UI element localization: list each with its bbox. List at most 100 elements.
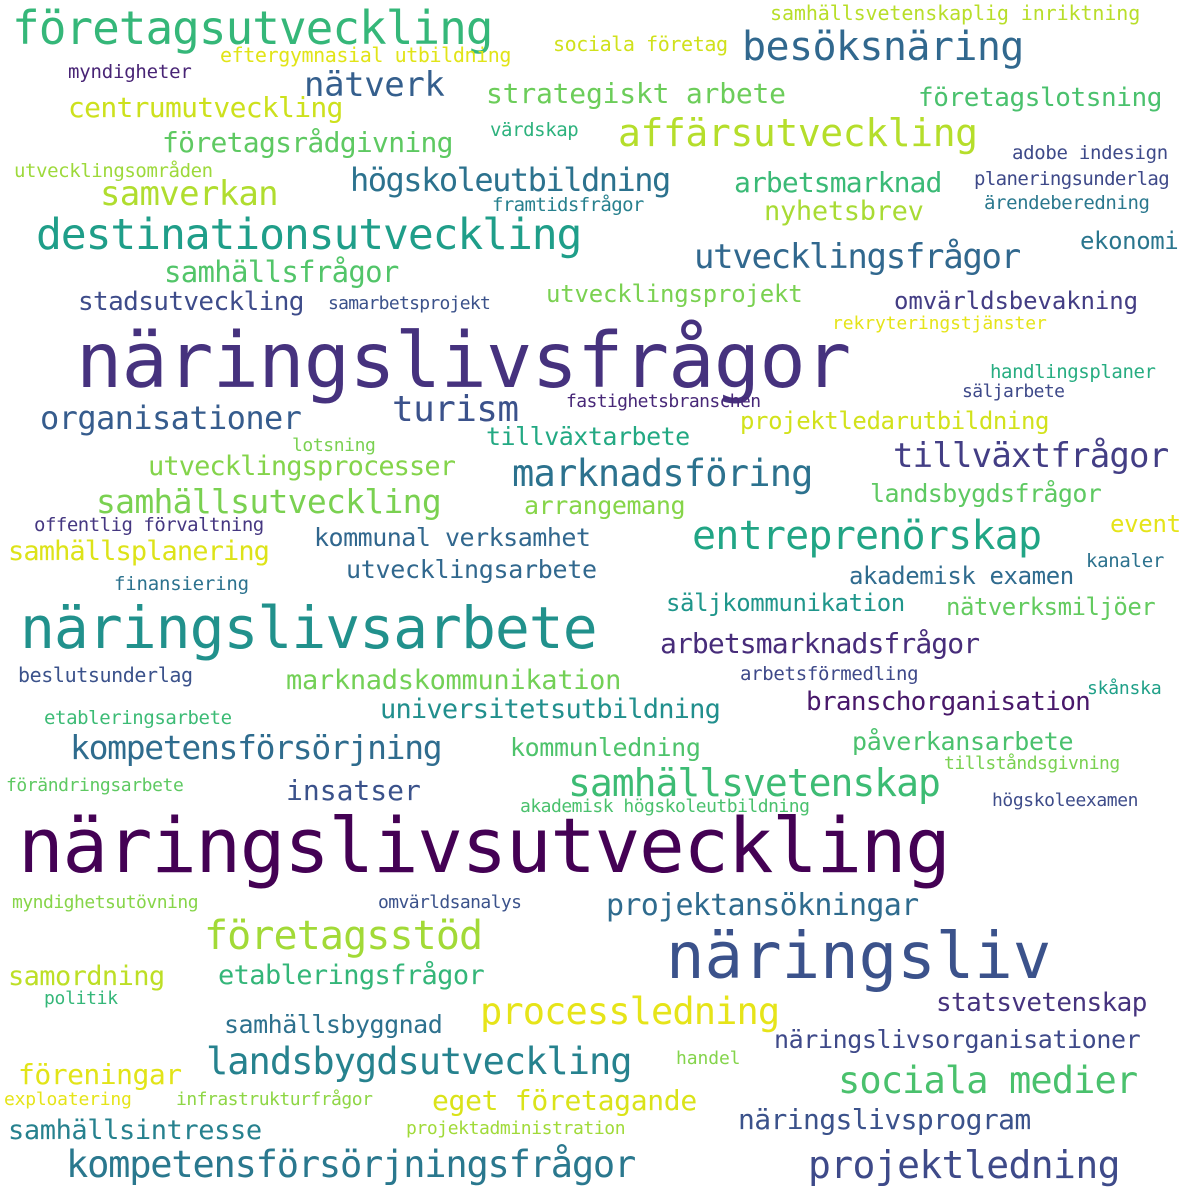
word-foretagsradgivning: företagsrådgivning xyxy=(162,126,454,159)
word-projektledarutbildning: projektledarutbildning xyxy=(740,407,1050,435)
word-samarbetsprojekt: samarbetsprojekt xyxy=(328,293,491,314)
word-etableringsarbete: etableringsarbete xyxy=(44,707,232,729)
word-kommunledning: kommunledning xyxy=(510,733,701,762)
word-landsbygdsutveckling: landsbygdsutveckling xyxy=(206,1040,633,1083)
word-myndigheter: myndigheter xyxy=(68,61,192,83)
word-exploatering: exploatering xyxy=(4,1089,132,1110)
word-landsbygdsfragor: landsbygdsfrågor xyxy=(870,479,1102,508)
word-turism: turism xyxy=(392,389,519,430)
word-centrumutveckling: centrumutveckling xyxy=(68,91,343,124)
word-foretagsstod: företagsstöd xyxy=(204,913,483,959)
word-arrangemang: arrangemang xyxy=(524,491,686,520)
word-adobe-indesign: adobe indesign xyxy=(1012,142,1168,164)
word-hogskoleutbildning: högskoleutbildning xyxy=(350,161,671,199)
word-marknadskommunikation: marknadskommunikation xyxy=(286,665,622,696)
word-strategiskt-arbete: strategiskt arbete xyxy=(486,77,786,110)
word-naringslivsutveckling: näringslivsutveckling xyxy=(18,801,951,890)
word-sociala-medier: sociala medier xyxy=(838,1059,1138,1102)
word-insatser: insatser xyxy=(286,774,421,807)
word-framtidsfragor: framtidsfrågor xyxy=(492,194,644,216)
word-samhallsbyggnad: samhällsbyggnad xyxy=(224,1010,443,1039)
word-besoksnaring: besöksnäring xyxy=(742,24,1024,70)
word-planeringsunderlag: planeringsunderlag xyxy=(974,168,1170,190)
word-natverksmiljoer: nätverksmiljöer xyxy=(946,593,1156,621)
word-finansiering: finansiering xyxy=(114,573,249,595)
word-naringslivsfragor: näringslivsfrågor xyxy=(76,317,851,406)
word-foreningar: föreningar xyxy=(18,1058,182,1091)
word-samhallsvetenskap: samhällsvetenskap xyxy=(568,761,941,805)
word-foretagslotsning: företagslotsning xyxy=(918,83,1163,113)
word-tillvaxtfragor: tillväxtfrågor xyxy=(893,436,1169,476)
word-kommunal-verksamhet: kommunal verksamhet xyxy=(314,523,591,552)
word-naringslivsprogram: näringslivsprogram xyxy=(738,1103,1031,1136)
word-hogskoleexamen: högskoleexamen xyxy=(992,790,1139,811)
word-tillstandsgivning: tillståndsgivning xyxy=(944,753,1120,774)
word-arendeberedning: ärendeberedning xyxy=(984,192,1150,214)
word-samhallsintresse: samhällsintresse xyxy=(8,1115,262,1146)
word-fastighetsbranschen: fastighetsbranschen xyxy=(566,391,761,412)
word-politik: politik xyxy=(44,988,118,1009)
word-utvecklingsprocesser: utvecklingsprocesser xyxy=(148,451,456,482)
word-kompetensforsorjning: kompetensförsörjning xyxy=(70,728,443,767)
word-naringsliv: näringsliv xyxy=(666,920,1052,994)
word-utvecklingsarbete: utvecklingsarbete xyxy=(346,555,597,584)
word-stadsutveckling: stadsutveckling xyxy=(78,287,304,317)
word-utvecklingsomraden: utvecklingsområden xyxy=(14,160,213,182)
word-eget-foretagande: eget företagande xyxy=(432,1084,697,1117)
word-saljarbete: säljarbete xyxy=(962,381,1065,402)
word-tillvaxtarbete: tillväxtarbete xyxy=(486,422,690,451)
word-omvarldsbevakning: omvärldsbevakning xyxy=(894,287,1138,315)
word-naringslivsarbete: näringslivsarbete xyxy=(20,594,598,662)
word-projektadministration: projektadministration xyxy=(406,1118,626,1139)
word-lotsning: lotsning xyxy=(292,435,376,456)
word-kompetensforsorjningsfragor: kompetensförsörjningsfrågor xyxy=(66,1143,636,1186)
word-omvarldsanalys: omvärldsanalys xyxy=(378,892,522,913)
word-utvecklingsfragor: utvecklingsfrågor xyxy=(694,237,1021,277)
word-sociala-foretag: sociala företag xyxy=(553,32,728,56)
word-utvecklingsprojekt: utvecklingsprojekt xyxy=(546,280,803,308)
word-infrastrukturfragor: infrastrukturfrågor xyxy=(176,1089,373,1110)
word-projektledning: projektledning xyxy=(808,1143,1121,1187)
word-ekonomi: ekonomi xyxy=(1080,227,1179,255)
word-destinationsutveckling: destinationsutveckling xyxy=(36,210,582,260)
word-samhallsvetenskaplig-inriktning: samhällsvetenskaplig inriktning xyxy=(770,1,1141,25)
word-natverk: nätverk xyxy=(304,65,445,105)
word-eftergymnasial-utbildning: eftergymnasial utbildning xyxy=(220,43,512,67)
word-skanska: skånska xyxy=(1087,678,1162,699)
word-beslutsunderlag: beslutsunderlag xyxy=(18,663,193,687)
word-samhallsfragor: samhällsfrågor xyxy=(164,255,399,289)
word-samhallsutveckling: samhällsutveckling xyxy=(96,482,442,521)
word-organisationer: organisationer xyxy=(40,399,302,437)
word-marknadsforing: marknadsföring xyxy=(512,452,813,495)
word-myndighetsutovning: myndighetsutövning xyxy=(12,892,199,913)
word-samverkan: samverkan xyxy=(100,174,279,214)
word-branschorganisation: branschorganisation xyxy=(806,687,1091,717)
word-offentlig-forvaltning: offentlig förvaltning xyxy=(34,514,264,536)
word-paverkansarbete: påverkansarbete xyxy=(852,727,1074,756)
word-handlingsplaner: handlingsplaner xyxy=(990,361,1156,383)
word-naringslivsorganisationer: näringslivsorganisationer xyxy=(774,1025,1141,1054)
word-samhallsplanering: samhällsplanering xyxy=(8,536,270,567)
word-handel: handel xyxy=(676,1048,741,1069)
word-forandringsarbete: förändringsarbete xyxy=(6,775,184,796)
word-saljkommunikation: säljkommunikation xyxy=(666,589,905,617)
word-akademisk-examen: akademisk examen xyxy=(849,562,1074,590)
word-projektansokningar: projektansökningar xyxy=(606,888,919,923)
word-samordning: samordning xyxy=(8,961,165,992)
word-akademisk-hogskoleutbildning: akademisk högskoleutbildning xyxy=(520,796,810,817)
word-nyhetsbrev: nyhetsbrev xyxy=(764,196,924,227)
word-arbetsmarknadsfragor: arbetsmarknadsfrågor xyxy=(660,627,980,660)
word-vardskap: värdskap xyxy=(490,119,579,141)
word-kanaler: kanaler xyxy=(1086,550,1164,572)
word-entreprenorskap: entreprenörskap xyxy=(692,513,1042,559)
word-statsvetenskap: statsvetenskap xyxy=(936,988,1147,1018)
word-rekryteringstjanster: rekryteringstjänster xyxy=(832,313,1047,334)
word-event: event xyxy=(1110,510,1181,538)
word-universitetsutbildning: universitetsutbildning xyxy=(380,694,721,725)
word-arbetsmarknad: arbetsmarknad xyxy=(734,166,942,199)
word-foretagsutveckling: företagsutveckling xyxy=(12,1,493,55)
word-processledning: processledning xyxy=(480,990,780,1033)
word-etableringsfragor: etableringsfrågor xyxy=(218,960,485,991)
word-affarsutveckling: affärsutveckling xyxy=(618,111,978,155)
